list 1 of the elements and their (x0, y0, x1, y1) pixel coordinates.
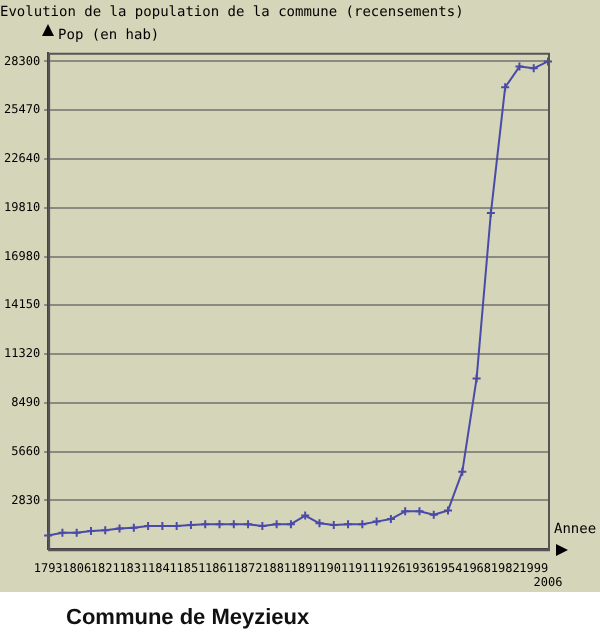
text: Commune de Meyzieux (66, 606, 310, 630)
